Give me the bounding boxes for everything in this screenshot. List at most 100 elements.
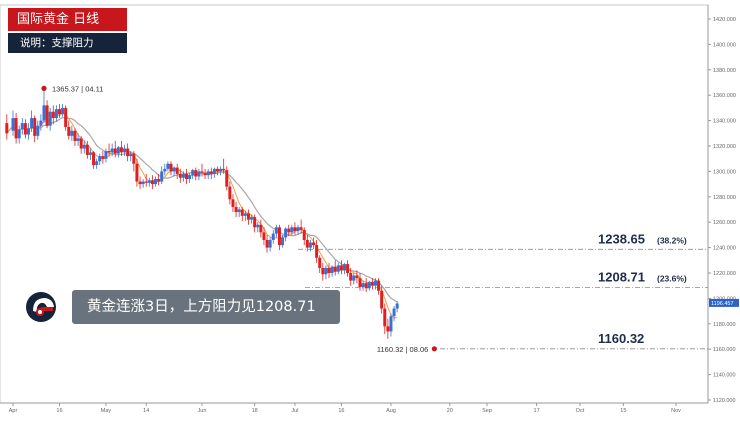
candle-body	[157, 179, 161, 182]
candle-body	[271, 233, 275, 240]
candle-body	[98, 156, 102, 162]
candle	[392, 306, 396, 322]
candle	[14, 112, 18, 144]
candle	[169, 161, 173, 176]
candle-body	[383, 308, 387, 327]
candle-body	[343, 264, 346, 271]
candle	[26, 123, 30, 140]
candle	[191, 168, 195, 180]
candle-body	[57, 109, 61, 115]
candle	[305, 234, 309, 252]
candle-body	[367, 281, 371, 289]
x-tick-label: Apr	[9, 408, 18, 414]
y-tick-label: 1360.000	[713, 93, 736, 99]
candle	[290, 224, 294, 235]
candle-body	[104, 151, 108, 159]
candle-body	[262, 232, 266, 240]
candle	[126, 143, 130, 162]
candle	[123, 144, 127, 157]
candle	[166, 161, 170, 172]
candle-body	[259, 224, 263, 233]
candle-body	[197, 171, 201, 177]
current-price-label: 1196.457	[711, 301, 734, 307]
candle-body	[85, 144, 89, 155]
candle-body	[42, 105, 46, 121]
candle	[243, 210, 247, 221]
candle-body	[92, 152, 96, 166]
candle	[315, 239, 319, 263]
candle	[389, 313, 393, 337]
candle-body	[175, 167, 179, 174]
candle	[395, 300, 399, 313]
extreme-point-marker	[431, 346, 437, 352]
candle-body	[327, 267, 331, 273]
candle	[163, 163, 167, 176]
candle-body	[228, 186, 232, 200]
candle-body	[330, 266, 334, 273]
candle-body	[222, 168, 226, 171]
x-tick-label: 16	[56, 408, 62, 414]
candle	[364, 278, 368, 293]
candle-body	[14, 118, 18, 139]
candle	[36, 120, 40, 140]
x-tick-label: 17	[534, 408, 540, 414]
chart-subtitle: 说明：支撑阻力	[8, 33, 127, 53]
candle	[104, 148, 108, 163]
candle	[274, 224, 278, 238]
candle-body	[386, 326, 390, 332]
candle	[64, 105, 68, 131]
candle	[367, 280, 371, 291]
x-tick-label: 16	[338, 408, 344, 414]
candle-body	[373, 280, 377, 286]
candle-body	[324, 267, 328, 275]
candle	[197, 168, 201, 181]
candle	[237, 206, 241, 218]
candle	[172, 166, 176, 177]
candle-body	[73, 130, 77, 141]
candle-body	[364, 283, 368, 289]
candle-body	[132, 153, 136, 164]
y-tick-label: 1400.000	[713, 42, 736, 48]
candle-body	[203, 172, 207, 176]
candle	[327, 262, 331, 279]
candle	[206, 168, 210, 180]
candle-body	[141, 181, 145, 185]
candle-body	[293, 227, 297, 232]
candle	[54, 105, 58, 122]
candle	[302, 227, 306, 246]
candle	[370, 278, 374, 290]
candle	[383, 303, 387, 334]
candle	[82, 140, 86, 154]
candle	[308, 239, 312, 252]
candle-body	[361, 283, 365, 287]
y-tick-label: 1120.000	[713, 398, 736, 404]
candle-body	[243, 213, 247, 216]
candle	[265, 234, 269, 253]
caption-banner: 黄金连涨3日，上方阻力见1208.71	[72, 290, 340, 324]
candle	[246, 209, 250, 225]
y-tick-label: 1180.000	[713, 322, 736, 328]
candle-body	[154, 179, 158, 185]
candle	[215, 166, 219, 176]
candle	[147, 177, 151, 187]
candle	[333, 260, 337, 276]
candle-body	[110, 148, 114, 153]
candle	[135, 158, 139, 187]
y-tick-label: 1300.000	[713, 169, 736, 175]
candle	[373, 278, 377, 290]
level-pct-label: (23.6%)	[657, 273, 687, 283]
candle-body	[200, 171, 204, 173]
y-tick-label: 1380.000	[713, 68, 736, 74]
candle	[219, 166, 223, 176]
candle-body	[107, 151, 111, 153]
y-tick-label: 1140.000	[713, 373, 736, 379]
candle-body	[169, 163, 173, 172]
y-tick-label: 1280.000	[713, 195, 736, 201]
candle-body	[277, 227, 281, 246]
candle	[296, 224, 300, 235]
candle-body	[163, 168, 167, 172]
candle	[321, 262, 325, 281]
level-value-label: 1208.71	[598, 269, 645, 284]
candle	[154, 176, 158, 187]
